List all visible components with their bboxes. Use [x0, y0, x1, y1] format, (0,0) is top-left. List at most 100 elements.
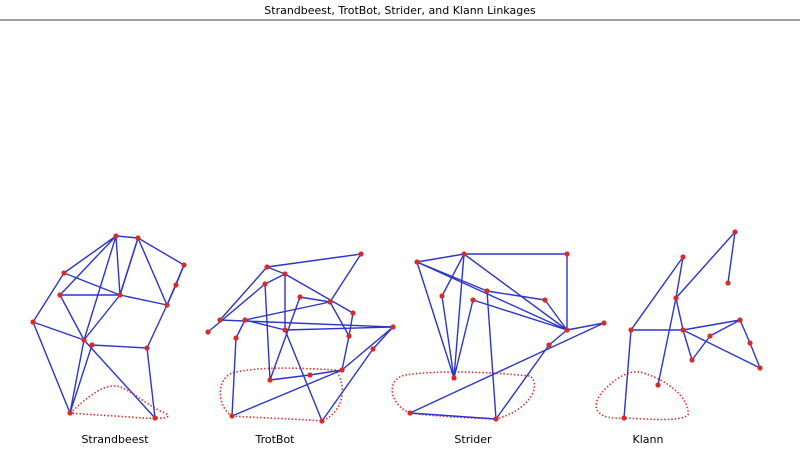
link-bar [675, 231, 736, 299]
link-bar [341, 335, 350, 371]
link-bar [739, 319, 751, 344]
link-bar [486, 290, 497, 420]
joint [181, 262, 187, 268]
link-bar [566, 322, 605, 331]
joint [621, 415, 627, 421]
link-bar [83, 294, 121, 341]
link-bar [472, 299, 568, 331]
link-bar [63, 272, 121, 296]
joint [601, 320, 607, 326]
link-bar [749, 342, 761, 369]
link-bar [372, 326, 394, 350]
link-bar [453, 253, 465, 379]
joint [546, 342, 552, 348]
link-bar [727, 231, 736, 284]
joint [233, 335, 239, 341]
link-bar [299, 296, 331, 303]
link-bar [32, 321, 85, 341]
link-bar [219, 266, 268, 321]
joint [439, 293, 445, 299]
link-bar [231, 369, 343, 417]
link-bar [231, 337, 237, 417]
link-bar [486, 290, 546, 301]
link-bar [441, 253, 465, 297]
joint [628, 327, 634, 333]
foot-path [595, 370, 689, 421]
link-bar [146, 304, 168, 349]
joint [262, 281, 268, 287]
link-bar [32, 321, 71, 414]
joint [57, 292, 63, 298]
link-bar [219, 319, 394, 328]
link-bar [284, 326, 394, 331]
joint [542, 297, 548, 303]
link-bar [115, 235, 139, 239]
link-bar [235, 319, 246, 339]
joint [242, 317, 248, 323]
joint [205, 329, 211, 335]
link-bar [329, 301, 350, 337]
link-bar [691, 335, 711, 361]
link-bar [416, 253, 465, 263]
link-bar [244, 301, 331, 321]
joint [390, 324, 396, 330]
link-bar [264, 273, 286, 285]
link-bar [453, 299, 474, 379]
link-bar [115, 235, 121, 296]
figure-title: Strandbeest, TrotBot, Strider, and Klann… [264, 4, 536, 17]
joint [370, 346, 376, 352]
link-bar [675, 256, 684, 299]
joint [350, 310, 356, 316]
joint [747, 340, 753, 346]
link-bar [409, 412, 497, 420]
link-bar [59, 235, 117, 296]
joint [282, 271, 288, 277]
joint [470, 297, 476, 303]
joint [297, 294, 303, 300]
link-bar [416, 261, 568, 331]
joint [564, 327, 570, 333]
joint [113, 233, 119, 239]
joint [680, 254, 686, 260]
link-bar [675, 297, 684, 331]
link-bar [548, 329, 568, 346]
link-bar [269, 374, 311, 381]
foot-path [219, 367, 344, 422]
joint [164, 302, 170, 308]
joint [217, 317, 223, 323]
linkage-label: Strider [454, 433, 492, 446]
link-bar [416, 261, 488, 292]
joint [407, 410, 413, 416]
joint [493, 416, 499, 422]
link-bar [63, 235, 117, 274]
joint [737, 317, 743, 323]
link-bar [284, 273, 354, 314]
joint [173, 282, 179, 288]
joint [135, 235, 141, 241]
linkage-label: Klann [633, 433, 664, 446]
link-bar [269, 296, 301, 381]
link-bar [175, 264, 185, 286]
joint [81, 337, 87, 343]
joint [757, 365, 763, 371]
joint [655, 382, 661, 388]
linkage-label: Strandbeest [81, 433, 149, 446]
joint [673, 295, 679, 301]
joint [152, 415, 158, 421]
link-bar [264, 283, 271, 381]
joint [725, 280, 731, 286]
joint [451, 375, 457, 381]
joint [707, 333, 713, 339]
link-bar [441, 295, 455, 379]
link-bar [321, 348, 374, 422]
joint [267, 377, 273, 383]
joint [484, 288, 490, 294]
link-bar [682, 329, 761, 369]
link-bar [409, 322, 605, 414]
joint [264, 264, 270, 270]
joint [89, 342, 95, 348]
joint [30, 319, 36, 325]
link-bar [59, 294, 85, 341]
joint [339, 367, 345, 373]
